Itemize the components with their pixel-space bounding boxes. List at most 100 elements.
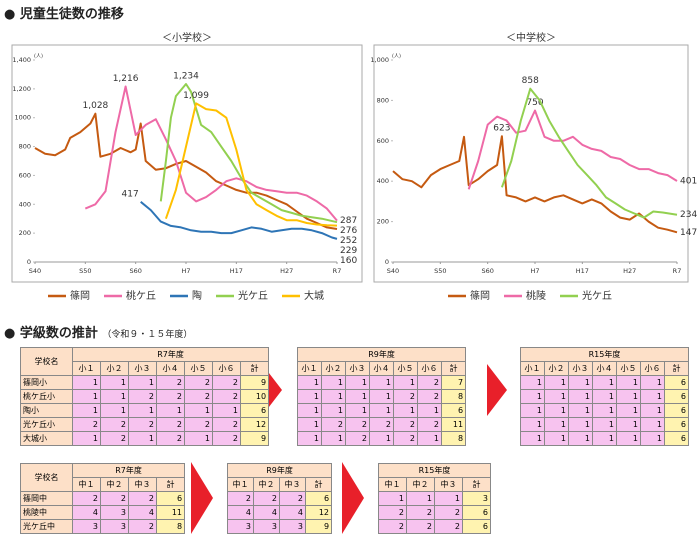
class-count: 6 (664, 431, 689, 446)
class-count: 3 (72, 519, 101, 534)
x-tick-label: H17 (576, 267, 589, 275)
data-row: 桃陵中 4 3 4 11 (20, 505, 186, 520)
period-header: R9年度 (296, 347, 467, 362)
class-count: 1 (520, 375, 545, 390)
class-count: 1 (568, 375, 593, 390)
class-count: 1 (297, 417, 322, 432)
class-count: 2 (417, 417, 442, 432)
class-count: 1 (212, 403, 241, 418)
class-table: R9年度 中１ 中２ 中３ 計 2 2 2 6 4 4 4 12 3 3 3 9 (226, 463, 333, 534)
column-header: 中２ (253, 477, 280, 492)
class-count: 1 (297, 389, 322, 404)
class-count: 1 (297, 375, 322, 390)
x-tick-label: H27 (623, 267, 636, 275)
class-table: R15年度 小１ 小２ 小３ 小４ 小５ 小６ 計 1 1 1 1 1 1 6 1 1 1 1 1 1 6 1 1 1 1 1 1 6 1… (520, 347, 689, 446)
class-count: 1 (544, 375, 569, 390)
class-count: 1 (592, 389, 617, 404)
class-count: 1 (520, 403, 545, 418)
class-count: 6 (664, 375, 689, 390)
class-count: 12 (304, 505, 333, 520)
class-count: 1 (616, 417, 641, 432)
school-name: 陶小 (20, 403, 73, 418)
y-unit: (人) (392, 54, 401, 60)
data-label: 287 (340, 216, 357, 226)
class-count: 1 (297, 431, 322, 446)
class-count: 4 (227, 505, 254, 520)
legend-label: 大城 (304, 289, 324, 302)
column-header: 小２ (100, 361, 129, 376)
x-tick-label: H27 (280, 267, 293, 275)
header-row: R9年度 (296, 347, 467, 362)
class-count: 6 (304, 491, 333, 506)
class-count: 2 (378, 519, 407, 534)
class-count: 1 (616, 375, 641, 390)
class-count: 1 (369, 375, 394, 390)
series-line (159, 83, 338, 224)
column-header: 小１ (520, 361, 545, 376)
class-count: 1 (520, 417, 545, 432)
charts: ＜小学校＞ (人) 0 200 400 600 800 1000 1,200 1,400 S40 S5… (11, 31, 697, 302)
class-count: 2 (128, 519, 157, 534)
class-count: 2 (156, 389, 185, 404)
column-header: 中２ (406, 477, 435, 492)
column-header: 中３ (434, 477, 463, 492)
class-count: 9 (239, 375, 270, 390)
legend-label: 桃ケ丘 (126, 289, 156, 302)
class-count: 1 (321, 431, 346, 446)
column-header: 計 (440, 361, 467, 376)
column-header: 小２ (321, 361, 346, 376)
school-name: 桃ケ丘小 (20, 389, 73, 404)
class-count: 1 (406, 491, 435, 506)
series-line (140, 201, 338, 240)
column-header: 小４ (592, 361, 617, 376)
y-tick-label: 800 (19, 143, 31, 151)
class-count: 12 (239, 417, 270, 432)
class-count: 4 (253, 505, 280, 520)
data-label: 160 (340, 256, 357, 266)
column-header: 小６ (640, 361, 665, 376)
x-tick-label: H17 (230, 267, 243, 275)
arrow (342, 462, 364, 534)
column-header: 小１ (72, 361, 101, 376)
data-label: 229 (340, 246, 357, 256)
legend-label: 陶 (192, 289, 202, 302)
x-tick-label: H7 (181, 267, 190, 275)
period-header: R15年度 (378, 463, 491, 478)
class-count: 1 (100, 389, 129, 404)
legend-label: 光ケ丘 (582, 289, 612, 302)
class-count: 1 (393, 375, 418, 390)
y-tick-label: 600 (377, 137, 389, 145)
column-header: 小５ (393, 361, 418, 376)
y-tick-label: 800 (377, 96, 389, 104)
class-count: 2 (406, 505, 435, 520)
class-count: 1 (592, 431, 617, 446)
header-row: 中１ 中２ 中３ 計 (378, 477, 491, 492)
class-count: 1 (640, 403, 665, 418)
class-count: 1 (544, 389, 569, 404)
class-count: 2 (369, 417, 394, 432)
class-count: 9 (304, 519, 333, 534)
x-tick-label: S50 (434, 267, 446, 275)
header-row: 小１ 小２ 小３ 小４ 小５ 小６ 計 (21, 361, 270, 376)
class-count: 1 (616, 389, 641, 404)
class-count: 2 (434, 505, 463, 520)
school-header: 学校名 (20, 463, 73, 492)
class-count: 1 (100, 375, 129, 390)
column-header: 小３ (128, 361, 157, 376)
class-count: 1 (393, 403, 418, 418)
class-count: 1 (369, 431, 394, 446)
class-count: 2 (378, 505, 407, 520)
class-count: 2 (212, 389, 241, 404)
class-count: 1 (378, 491, 407, 506)
class-count: 1 (640, 417, 665, 432)
class-count: 1 (616, 431, 641, 446)
y-tick-label: 1,400 (12, 56, 31, 64)
chart-frame (11, 44, 363, 283)
class-count: 2 (156, 417, 185, 432)
school-name: 光ケ丘小 (20, 417, 73, 432)
class-count: 2 (128, 417, 157, 432)
